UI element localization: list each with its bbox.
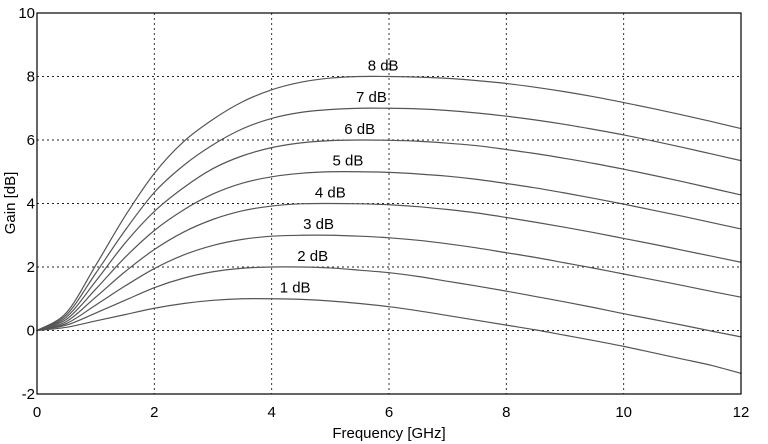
x-tick-label: 6 — [385, 404, 393, 421]
series-line-5-db — [36, 171, 742, 332]
x-axis-label: Frequency [GHz] — [332, 425, 445, 442]
series-label: 7 dB — [356, 89, 387, 106]
series-label: 1 dB — [280, 280, 311, 297]
series-label: 8 dB — [368, 57, 399, 74]
y-tick-label: 0 — [27, 323, 35, 340]
x-tick-label: 2 — [150, 404, 158, 421]
series-label: 3 dB — [303, 216, 334, 233]
y-tick-label: 4 — [27, 196, 35, 213]
series-label: 4 dB — [315, 184, 346, 201]
x-tick-label: 4 — [267, 404, 275, 421]
series-line-7-db — [36, 107, 742, 332]
y-axis-label: Gain [dB] — [2, 172, 19, 235]
series-line-3-db — [36, 234, 742, 332]
y-tick-label: -2 — [22, 386, 35, 403]
y-tick-label: 10 — [18, 5, 35, 22]
y-tick-label: 6 — [27, 132, 35, 149]
series-labels: 1 dB 2 dB 3 dB 4 dB 5 dB 6 dB 7 dB 8 dB — [280, 57, 399, 296]
x-tick-label: 0 — [33, 404, 41, 421]
series-label: 2 dB — [297, 248, 328, 265]
x-tick-label: 10 — [615, 404, 632, 421]
series-lines — [36, 75, 742, 374]
x-tick-label: 12 — [733, 404, 750, 421]
y-axis-ticks: -2 0 2 4 6 8 10 — [18, 5, 35, 403]
plot-frame — [36, 12, 742, 395]
series-line-6-db — [36, 139, 742, 332]
x-axis-ticks: 0 2 4 6 8 10 12 — [33, 404, 750, 421]
series-line-2-db — [36, 266, 742, 338]
series-line-4-db — [36, 202, 742, 332]
series-line-8-db — [36, 75, 742, 332]
series-label: 5 dB — [333, 153, 364, 170]
series-label: 6 dB — [344, 121, 375, 138]
series-line-1-db — [36, 298, 742, 374]
x-tick-label: 8 — [502, 404, 510, 421]
y-tick-label: 2 — [27, 259, 35, 276]
y-tick-label: 8 — [27, 69, 35, 86]
